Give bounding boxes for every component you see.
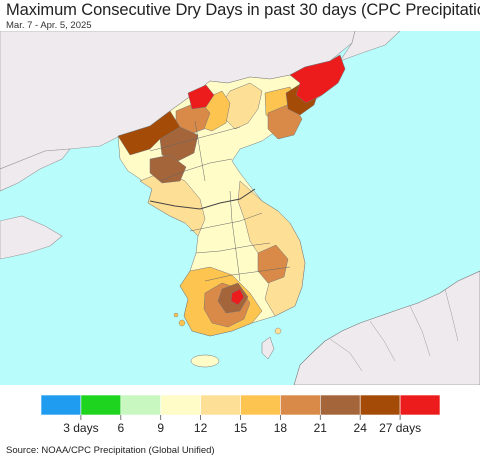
- japan-prefecture-borders: [329, 288, 459, 372]
- island: [274, 327, 282, 335]
- legend-tick-label: 12: [194, 421, 208, 435]
- source-credit: Source: NOAA/CPC Precipitation (Global U…: [6, 445, 215, 456]
- legend-tick-label: 24: [354, 421, 368, 435]
- legend-swatch: [120, 394, 162, 416]
- legend-tick-label: 21: [314, 421, 328, 435]
- map-title: Maximum Consecutive Dry Days in past 30 …: [6, 1, 480, 19]
- korean-peninsula-data: [117, 54, 346, 337]
- legend-swatch: [80, 394, 122, 416]
- jeju-island: [190, 354, 220, 368]
- japan-landmass: [293, 270, 480, 385]
- island: [173, 312, 179, 318]
- russia-coast: [339, 31, 401, 62]
- shandong-peninsula: [0, 215, 63, 260]
- legend-tick-label: 9: [157, 421, 164, 435]
- date-range: Mar. 7 - Apr. 5, 2025: [6, 20, 92, 31]
- legend-swatch: [160, 394, 201, 416]
- liaodong-peninsula: [0, 148, 71, 192]
- japan-island-tsushima: [261, 336, 275, 360]
- legend-swatch: [319, 394, 361, 416]
- legend-tick-label: 15: [234, 421, 248, 435]
- legend-tick-label: 27 days: [379, 421, 421, 435]
- legend-swatch: [40, 394, 82, 416]
- legend-swatch: [200, 394, 241, 416]
- legend-tick-label: 3 days: [63, 421, 98, 435]
- island: [178, 319, 186, 327]
- legend-swatch: [240, 394, 281, 416]
- province-borders: [149, 120, 291, 282]
- legend-ticks: 3 days 6 9 12 15 18 21 24 27 days: [63, 415, 421, 435]
- legend-swatches: [40, 394, 441, 416]
- legend-tick-label: 6: [117, 421, 124, 435]
- legend-swatch: [359, 394, 401, 416]
- legend-swatch: [399, 394, 441, 416]
- dmz-border: [149, 188, 256, 210]
- precipitation-map: [0, 31, 480, 385]
- legend-swatch: [280, 394, 321, 416]
- legend-tick-label: 18: [274, 421, 288, 435]
- legend: 3 days 6 9 12 15 18 21 24 27 days: [40, 394, 441, 435]
